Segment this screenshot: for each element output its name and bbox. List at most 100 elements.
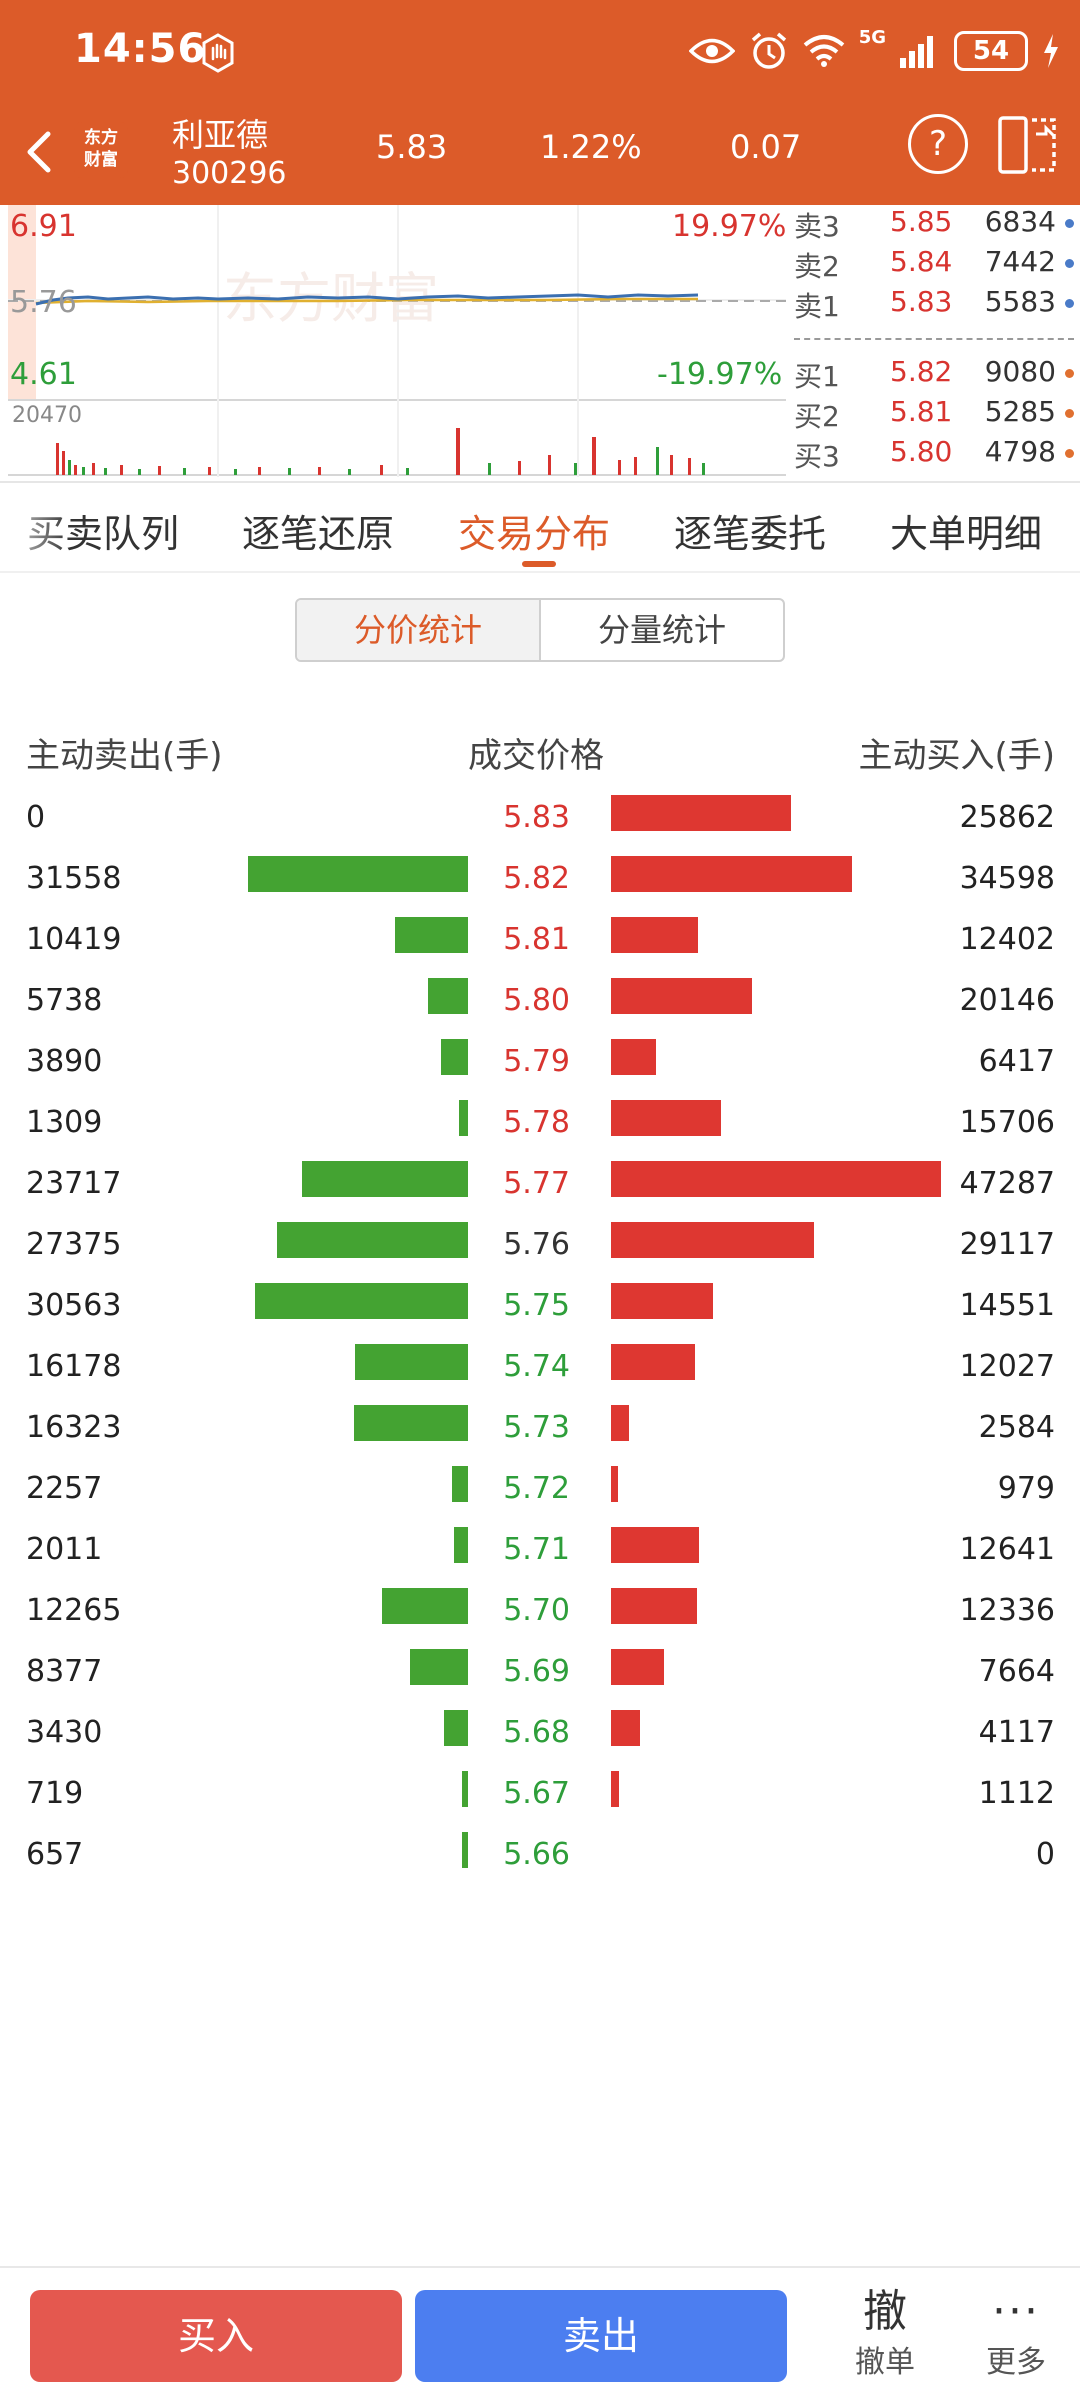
sell-volume: 31558 — [26, 861, 122, 896]
trade-price: 5.66 — [503, 1837, 570, 1872]
cancel-order-button[interactable]: 撤 撤单 — [840, 2284, 930, 2394]
buy-bar — [611, 1710, 640, 1746]
sell-volume: 16178 — [26, 1349, 122, 1384]
help-button[interactable]: ? — [908, 114, 968, 174]
distribution-row: 30563 5.75 14551 — [0, 1278, 1080, 1339]
sell-bar — [441, 1039, 468, 1075]
ask-row: 卖1 5.83 5583 — [790, 285, 1080, 325]
price-line — [35, 293, 699, 306]
trade-price: 5.73 — [503, 1410, 570, 1445]
distribution-row: 3890 5.79 6417 — [0, 1034, 1080, 1095]
order-book[interactable]: 卖3 5.85 6834 卖2 5.84 7442 卖1 5.83 5583 买… — [790, 205, 1080, 483]
distribution-row: 2011 5.71 12641 — [0, 1522, 1080, 1583]
avg-price-line — [35, 297, 698, 305]
column-header-active-buy: 主动买入(手) — [858, 736, 1055, 776]
distribution-row: 27375 5.76 29117 — [0, 1217, 1080, 1278]
tab-trade-distribution[interactable]: 交易分布 — [458, 512, 611, 556]
buy-bar — [611, 1466, 618, 1502]
trade-price: 5.69 — [503, 1654, 570, 1689]
hand-touch-icon — [202, 33, 234, 73]
ask-row: 卖2 5.84 7442 — [790, 245, 1080, 285]
sell-volume: 16323 — [26, 1410, 122, 1445]
buy-volume: 20146 — [959, 983, 1055, 1018]
distribution-row: 12265 5.70 12336 — [0, 1583, 1080, 1644]
eastmoney-logo: 东方 财富 — [74, 122, 128, 178]
sell-volume: 5738 — [26, 983, 103, 1018]
segment-price-stats[interactable]: 分价统计 — [297, 600, 541, 660]
stats-segmented-control: 分价统计 分量统计 — [295, 598, 785, 662]
buy-bar — [611, 1527, 699, 1563]
cancel-order-label: 撤单 — [855, 2345, 915, 2380]
price-distribution-table: 0 5.83 25862 31558 5.82 34598 10419 5.81 12402 57… — [0, 790, 1080, 1872]
buy-volume: 12641 — [959, 1532, 1055, 1567]
buy-volume: 12027 — [959, 1349, 1055, 1384]
distribution-row: 16178 5.74 12027 — [0, 1339, 1080, 1400]
trade-price: 5.71 — [503, 1532, 570, 1567]
ask-dot-icon — [1065, 299, 1074, 308]
alarm-icon — [751, 32, 786, 69]
trade-price: 5.76 — [503, 1227, 570, 1262]
buy-volume: 979 — [997, 1471, 1055, 1506]
more-label: 更多 — [986, 2345, 1046, 2380]
buy-bar — [611, 917, 698, 953]
distribution-row: 23717 5.77 47287 — [0, 1156, 1080, 1217]
sell-volume: 2011 — [26, 1532, 103, 1567]
distribution-row: 657 5.66 0 — [0, 1827, 1080, 1888]
buy-bar — [611, 1649, 664, 1685]
sell-bar — [444, 1710, 468, 1746]
sell-bar — [462, 1771, 468, 1807]
sell-bar — [277, 1222, 468, 1258]
intraday-chart[interactable]: 东方财富 — [8, 205, 786, 477]
sell-bar — [395, 917, 468, 953]
sell-volume: 719 — [26, 1776, 84, 1811]
trade-price: 5.72 — [503, 1471, 570, 1506]
tab-tick-replay[interactable]: 逐笔还原 — [242, 512, 395, 556]
sell-volume: 3890 — [26, 1044, 103, 1079]
buy-bar — [611, 1100, 721, 1136]
sell-bar — [248, 856, 468, 892]
sell-bar — [255, 1283, 468, 1319]
buy-bar — [611, 1344, 695, 1380]
sell-volume: 0 — [26, 800, 46, 835]
status-time: 14:56 — [74, 26, 207, 72]
sell-volume: 3430 — [26, 1715, 103, 1750]
buy-volume: 25862 — [959, 800, 1055, 835]
column-header-active-sell: 主动卖出(手) — [26, 736, 223, 776]
trade-price: 5.81 — [503, 922, 570, 957]
more-button[interactable]: ··· 更多 — [966, 2284, 1066, 2394]
sell-volume: 1309 — [26, 1105, 103, 1140]
distribution-row: 5738 5.80 20146 — [0, 973, 1080, 1034]
trade-price: 5.78 — [503, 1105, 570, 1140]
buy-button[interactable]: 买入 — [30, 2290, 402, 2382]
change-amount: 0.07 — [730, 128, 802, 166]
trade-action-bar: 买入 卖出 撤 撤单 ··· 更多 — [0, 2266, 1080, 2400]
sell-button[interactable]: 卖出 — [415, 2290, 787, 2382]
change-percent: 1.22% — [540, 128, 642, 166]
bid-row: 买3 5.80 4798 — [790, 435, 1080, 475]
distribution-row: 31558 5.82 34598 — [0, 851, 1080, 912]
tab-tick-orders[interactable]: 逐笔委托 — [674, 512, 827, 556]
buy-volume: 2584 — [978, 1410, 1055, 1445]
buy-bar — [611, 1771, 619, 1807]
buy-bar — [611, 856, 852, 892]
sell-bar — [454, 1527, 468, 1563]
buy-volume: 1112 — [978, 1776, 1055, 1811]
column-header-price: 成交价格 — [468, 736, 604, 776]
cancel-order-icon: 撤 — [863, 2286, 907, 2337]
sell-volume: 30563 — [26, 1288, 122, 1323]
distribution-row: 10419 5.81 12402 — [0, 912, 1080, 973]
sell-bar — [354, 1405, 468, 1441]
tab-large-orders[interactable]: 大单明细 — [890, 512, 1043, 556]
chart-low-pct: -19.97% — [657, 357, 783, 392]
stock-header: 东方 财富 利亚德 300296 5.83 1.22% 0.07 ? — [0, 100, 1080, 205]
buy-volume: 7664 — [978, 1654, 1055, 1689]
trade-price: 5.77 — [503, 1166, 570, 1201]
sell-volume: 23717 — [26, 1166, 122, 1201]
status-icons: 5G 54 — [688, 26, 1060, 76]
mini-chart-panel[interactable]: 东方财富 — [0, 205, 1080, 483]
segment-volume-stats[interactable]: 分量统计 — [597, 611, 726, 649]
rotate-screen-icon[interactable] — [996, 114, 1060, 176]
back-arrow-icon[interactable] — [14, 122, 64, 182]
top-header-area: 14:56 5G — [0, 0, 1080, 205]
distribution-row: 0 5.83 25862 — [0, 790, 1080, 851]
